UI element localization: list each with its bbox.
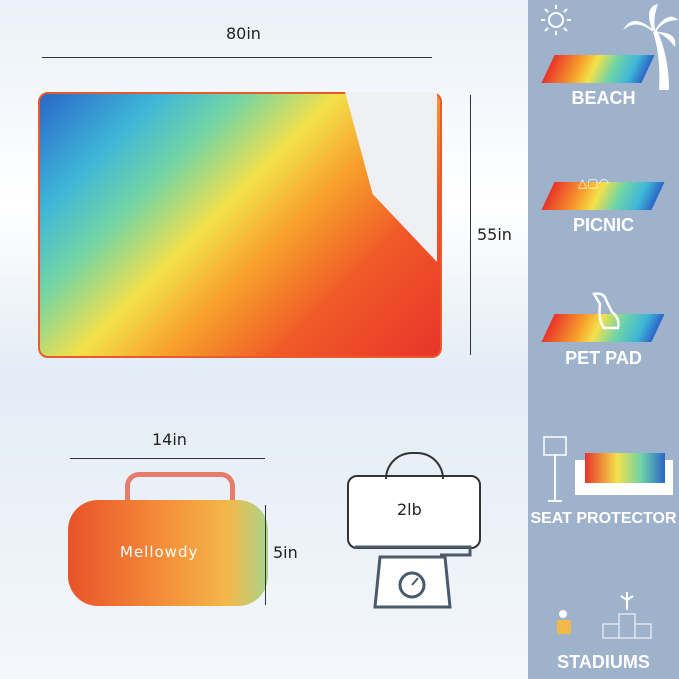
bag-handle bbox=[125, 472, 235, 507]
use-label-seat-protector: SEAT PROTECTOR bbox=[530, 510, 677, 527]
use-label-beach: BEACH bbox=[571, 88, 636, 108]
height-dimension-line bbox=[470, 95, 471, 355]
sofa-icon bbox=[543, 436, 673, 502]
bag-height-label: 5in bbox=[273, 543, 298, 562]
use-label-pet-pad: PET PAD bbox=[565, 348, 642, 368]
use-label-picnic: PICNIC bbox=[572, 215, 634, 235]
blanket-height-label: 55in bbox=[477, 225, 512, 244]
width-dimension-line bbox=[42, 57, 432, 58]
bag-width-label: 14in bbox=[152, 430, 187, 449]
weight-box-handle bbox=[385, 452, 444, 479]
bag-height-line bbox=[265, 505, 266, 605]
weight-label: 2lb bbox=[397, 500, 422, 519]
scale-icon bbox=[355, 545, 472, 609]
bag-width-line bbox=[70, 458, 265, 459]
weight-box bbox=[347, 475, 481, 549]
blanket-width-label: 80in bbox=[226, 24, 261, 43]
picnic-icon: △▢◠ bbox=[578, 176, 610, 190]
podium-icon bbox=[557, 592, 652, 639]
palm-tree-icon bbox=[623, 4, 678, 90]
use-label-stadiums: STADIUMS bbox=[557, 652, 650, 672]
bag-brand-logo: Mellowdy bbox=[120, 543, 199, 561]
use-cases-panel: BEACH △▢◠ PICNIC PET PAD SEAT PROTECTOR … bbox=[528, 0, 679, 679]
carry-bag-image bbox=[68, 500, 268, 606]
sun-icon bbox=[541, 5, 571, 35]
beach-mat-image bbox=[541, 55, 655, 83]
dog-icon bbox=[592, 292, 620, 330]
